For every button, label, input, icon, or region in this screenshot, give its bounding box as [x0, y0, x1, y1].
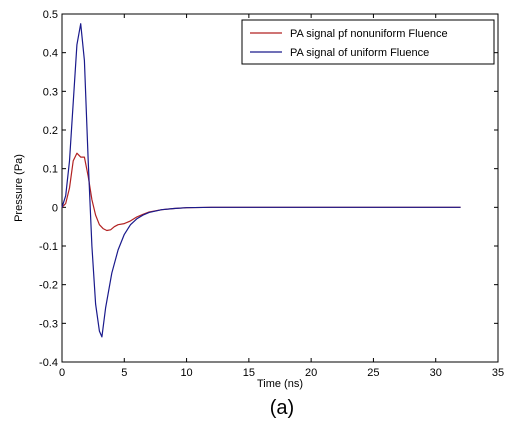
x-tick-label: 10	[180, 367, 192, 379]
series-line-uniform	[61, 23, 461, 338]
y-tick-label: 0.2	[43, 125, 58, 137]
y-tick-label: -0.1	[39, 241, 58, 253]
legend: PA signal pf nonuniform Fluence PA signa…	[241, 19, 495, 65]
y-tick-label: 0	[52, 202, 58, 214]
y-tick-label: 0.1	[43, 164, 58, 176]
series-lines	[61, 23, 461, 338]
y-tick-label: 0.3	[43, 86, 58, 98]
x-tick-label: 20	[305, 367, 317, 379]
figure-caption: (a)	[270, 397, 294, 419]
y-axis-label: Pressure (Pa)	[13, 154, 25, 222]
x-tick-label: 25	[367, 367, 379, 379]
y-tick-label: -0.4	[39, 357, 58, 369]
y-tick-label: 0.4	[43, 48, 58, 60]
x-tick-label: 15	[243, 367, 255, 379]
legend-entry-uniform: PA signal of uniform Fluence	[290, 47, 429, 59]
plot-frame	[61, 13, 499, 363]
legend-entry-nonuniform: PA signal pf nonuniform Fluence	[290, 28, 448, 40]
y-tick-label: 0.5	[43, 9, 58, 21]
x-tick-label: 30	[430, 367, 442, 379]
x-tick-label: 5	[121, 367, 127, 379]
y-tick-label: -0.2	[39, 280, 58, 292]
x-tick-label: 35	[492, 367, 504, 379]
x-tick-label: 0	[59, 367, 65, 379]
axis-ticks: 0 5 10 15 20 25 30 35 -0.4 -0.3 -0.2 -0.1 0 0.1 0.2 0.3…	[39, 9, 504, 379]
x-axis-label: Time (ns)	[257, 378, 303, 390]
y-tick-label: -0.3	[39, 318, 58, 330]
legend-box	[241, 19, 495, 65]
